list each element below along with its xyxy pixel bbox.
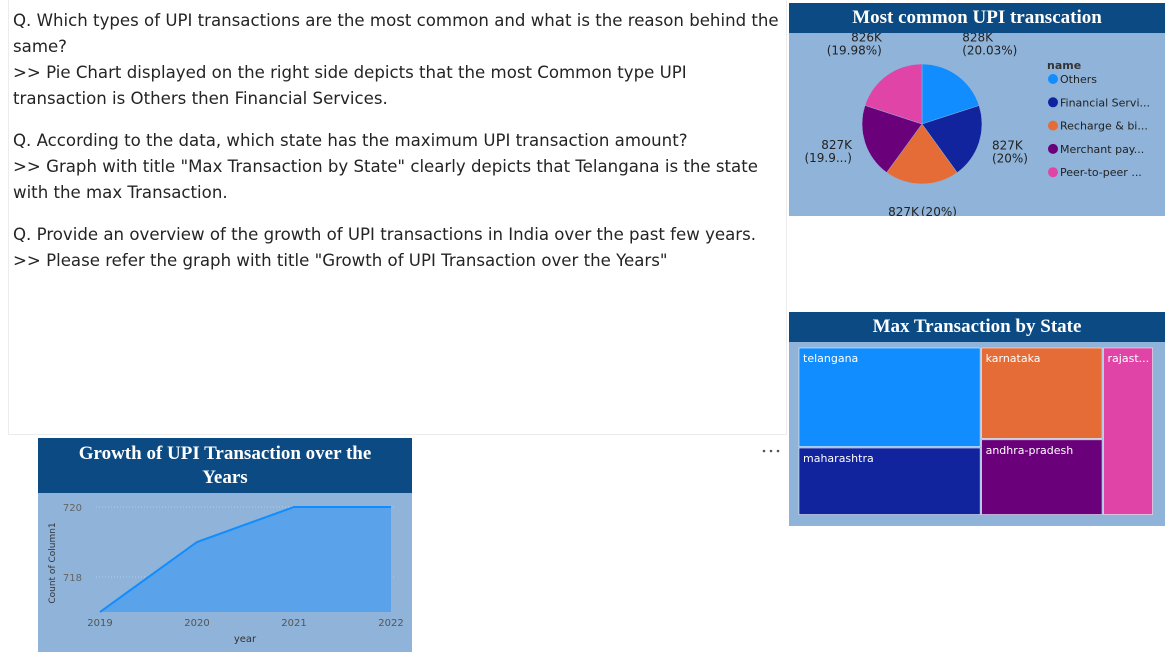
legend-label: Peer-to-peer ... <box>1060 166 1142 179</box>
legend-marker <box>1048 74 1058 84</box>
data-label: 828K <box>962 33 994 45</box>
pie-slice <box>886 123 958 185</box>
pie-slice <box>921 105 983 173</box>
pie-slice <box>861 105 923 173</box>
pie-panel: Most common UPI transcation 828K (20.03%)… <box>789 3 1165 216</box>
x-tick-label: 2019 <box>87 618 112 629</box>
more-options-icon[interactable] <box>760 446 782 456</box>
pie-chart: 828K(20.03%)827K(20%)827K (20%)827K(19.9.… <box>804 31 1150 216</box>
percent-label: (20%) <box>992 151 1028 165</box>
text-box: Q. Which types of UPI transactions are t… <box>8 0 787 435</box>
treemap-tile <box>981 347 1103 439</box>
question: Q. Provide an overview of the growth of … <box>13 225 757 244</box>
x-tick-label: 2020 <box>184 618 209 629</box>
area-panel: Growth of UPI Transaction over the Years… <box>38 438 412 652</box>
tile-label: telangana <box>803 352 858 365</box>
x-tick-label: 2021 <box>281 618 306 629</box>
pie-slice <box>864 63 923 125</box>
legend-label: Recharge & bi... <box>1060 120 1148 133</box>
percent-label: (20%) <box>921 205 957 216</box>
treemap-chart: telangana maharashtra karnataka andhra-prad… <box>798 347 1153 515</box>
legend-marker <box>1048 97 1058 108</box>
paragraph: Q. According to the data, which state ha… <box>13 128 782 206</box>
legend-marker <box>1048 120 1058 131</box>
line <box>99 506 391 613</box>
data-label: 827K <box>992 138 1024 152</box>
data-label: 826K <box>851 33 883 45</box>
pie-slice <box>921 63 980 125</box>
percent-label: (19.98%) <box>827 44 882 58</box>
treemap-tile <box>798 447 981 515</box>
legend-label: Financial Servi... <box>1060 96 1150 109</box>
treemap-tile <box>798 347 981 447</box>
x-axis-title: year <box>234 634 257 645</box>
y-tick-label: 718 <box>63 573 82 584</box>
percent-label: (20.03%) <box>962 44 1017 58</box>
legend-label: Others <box>1060 73 1097 86</box>
question: Q. According to the data, which state ha… <box>13 131 688 150</box>
tile-label: karnataka <box>986 352 1041 365</box>
data-label: 827K <box>888 205 920 216</box>
tile-label: rajast... <box>1108 352 1150 365</box>
legend-title: name <box>1047 59 1081 72</box>
legend-marker <box>1048 143 1058 154</box>
treemap-tile <box>981 439 1103 515</box>
data-label: 827K <box>821 138 853 152</box>
treemap-tile <box>1103 347 1153 515</box>
x-tick-label: 2022 <box>378 618 403 629</box>
chart-title: Most common UPI transcation <box>789 3 1165 33</box>
question: Q. Which types of UPI transactions are t… <box>13 11 779 56</box>
paragraph: Q. Which types of UPI transactions are t… <box>13 8 782 112</box>
tile-label: maharashtra <box>803 452 874 465</box>
area-chart: 718 720 2019 2020 2021 2022 year Count of Colum… <box>48 503 404 645</box>
legend-marker <box>1048 167 1058 178</box>
answer: >> Graph with title "Max Transaction by … <box>13 157 758 202</box>
paragraph: Q. Provide an overview of the growth of … <box>13 222 782 274</box>
treemap-panel: Max Transaction by State telangana mahara… <box>789 312 1165 526</box>
tile-label: andhra-pradesh <box>986 444 1074 457</box>
y-tick-label: 720 <box>63 503 82 514</box>
chart-title: Max Transaction by State <box>789 312 1165 342</box>
chart-title: Growth of UPI Transaction over the Years <box>38 438 412 493</box>
answer: >> Pie Chart displayed on the right side… <box>13 63 687 108</box>
legend-label: Merchant pay... <box>1060 143 1144 156</box>
area-fill <box>100 507 391 612</box>
percent-label: (19.9...) <box>804 151 852 165</box>
y-axis-title: Count of Column1 <box>48 522 58 603</box>
answer: >> Please refer the graph with title "Gr… <box>13 251 668 270</box>
